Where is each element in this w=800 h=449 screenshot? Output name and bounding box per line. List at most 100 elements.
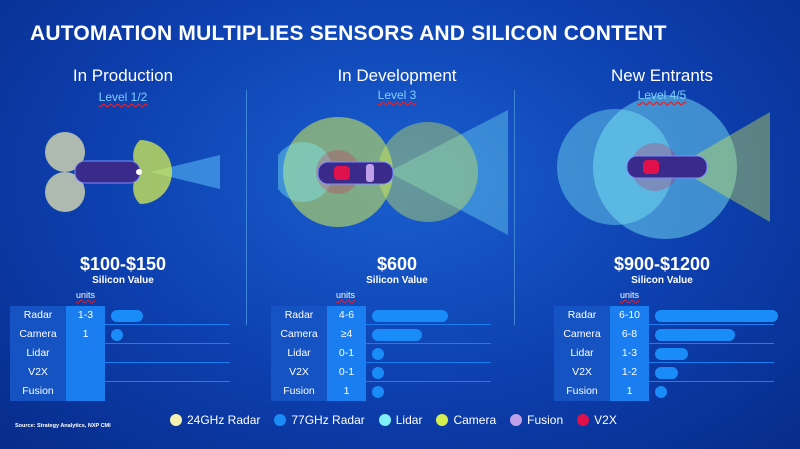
legend-item: Lidar [378, 413, 423, 427]
legend: 24GHz Radar 77GHz Radar Lidar Camera Fusion V… [170, 413, 617, 427]
silicon-value-bar [372, 385, 385, 398]
table-row: V2X [10, 363, 230, 382]
units-value [66, 363, 105, 382]
price-label: $100-$150 [79, 254, 167, 274]
sensor-label: Lidar [10, 344, 66, 363]
page-title: AUTOMATION MULTIPLIES SENSORS AND SILICO… [30, 22, 667, 45]
sensor-label: Fusion [10, 382, 66, 401]
sensor-label: Camera [554, 325, 610, 344]
legend-label: V2X [594, 413, 617, 427]
row-divider [105, 343, 230, 344]
sensor-table: Radar 4-6 Camera ≥4 Lidar 0-1 V2X 0-1 Fu… [271, 306, 491, 401]
units-value: 6-8 [610, 325, 649, 344]
table-row: V2X 1-2 [554, 363, 778, 382]
level-label: Level 1/2 [98, 90, 148, 104]
row-divider [105, 324, 230, 325]
sensor-label: Radar [554, 306, 610, 325]
legend-dot-icon [274, 414, 287, 426]
car-illustration-level-4-5 [557, 95, 770, 239]
legend-item: 24GHz Radar [170, 413, 260, 427]
silicon-value-bar [655, 309, 778, 322]
units-value: 0-1 [327, 363, 366, 382]
silicon-value-bar [655, 366, 679, 379]
column-heading: In Development [337, 66, 457, 85]
units-value: 1-3 [66, 306, 105, 325]
units-value [66, 382, 105, 401]
legend-label: Camera [453, 413, 497, 427]
table-row: Camera 1 [10, 325, 230, 344]
silicon-value-label: Silicon Value [366, 275, 428, 286]
silicon-value-bar [111, 328, 124, 341]
units-value: 6-10 [610, 306, 649, 325]
silicon-value-bar [372, 309, 449, 322]
silicon-value-bar [655, 347, 689, 360]
column-divider [246, 90, 247, 325]
row-divider [649, 324, 774, 325]
sensor-label: Radar [271, 306, 327, 325]
legend-label: 77GHz Radar [291, 413, 365, 427]
units-value: ≥4 [327, 325, 366, 344]
row-divider [649, 362, 774, 363]
row-divider [649, 343, 774, 344]
legend-dot-icon [436, 414, 449, 426]
row-divider [366, 343, 491, 344]
row-divider [366, 362, 491, 363]
table-row: Camera 6-8 [554, 325, 778, 344]
units-value: 1-3 [610, 344, 649, 363]
row-divider [105, 381, 230, 382]
sensor-label: V2X [271, 363, 327, 382]
legend-label: Lidar [395, 413, 423, 427]
table-row: Radar 4-6 [271, 306, 491, 325]
silicon-value-bar [372, 347, 385, 360]
legend-dot-icon [577, 414, 590, 426]
table-row: Radar 1-3 [10, 306, 230, 325]
row-divider [649, 381, 774, 382]
units-label: units [336, 290, 356, 300]
sensor-label: V2X [10, 363, 66, 382]
table-row: Fusion 1 [271, 382, 448, 401]
legend-label: Fusion [527, 413, 564, 427]
column-heading: New Entrants [610, 66, 714, 85]
table-row: Fusion 1 [554, 382, 778, 401]
row-divider [105, 362, 230, 363]
sensor-label: Fusion [271, 382, 327, 401]
units-value: 1-2 [610, 363, 649, 382]
sensor-label: V2X [554, 363, 610, 382]
table-row: Lidar 1-3 [554, 344, 778, 363]
price-label: $900-$1200 [613, 254, 711, 274]
column-divider [514, 90, 515, 325]
sensor-label: Camera [10, 325, 66, 344]
sensor-table: Radar 1-3 Camera 1 Lidar V2X Fusion [10, 306, 230, 401]
sensor-label: Camera [271, 325, 327, 344]
car-illustration-level-3 [278, 110, 508, 235]
level-label: Level 3 [377, 88, 417, 102]
units-label: units [620, 290, 640, 300]
row-divider [366, 324, 491, 325]
level-label: Level 4/5 [637, 88, 687, 102]
silicon-value-label: Silicon Value [92, 275, 154, 286]
legend-item: 77GHz Radar [274, 413, 365, 427]
silicon-value-bar [655, 385, 668, 398]
silicon-value-label: Silicon Value [631, 275, 693, 286]
car-illustration-level-1-2 [45, 132, 220, 212]
units-value: 0-1 [327, 344, 366, 363]
legend-dot-icon [170, 414, 182, 426]
silicon-value-bar [111, 309, 143, 322]
table-row: Camera ≥4 [271, 325, 491, 344]
table-row: Fusion [10, 382, 143, 401]
units-value: 1 [327, 382, 366, 401]
silicon-value-bar [655, 328, 735, 341]
table-row: Radar 6-10 [554, 306, 778, 325]
units-value: 1 [610, 382, 649, 401]
legend-label: 24GHz Radar [187, 413, 261, 427]
sensor-label: Radar [10, 306, 66, 325]
row-divider [366, 381, 491, 382]
sensor-table: Radar 6-10 Camera 6-8 Lidar 1-3 V2X 1-2 … [554, 306, 778, 401]
table-row: V2X 0-1 [271, 363, 491, 382]
sensor-label: Lidar [554, 344, 610, 363]
table-row: Lidar 0-1 [271, 344, 491, 363]
silicon-value-bar [372, 366, 385, 379]
price-label: $600 [376, 254, 418, 274]
column-heading: In Production [72, 66, 174, 85]
units-label: units [76, 290, 96, 300]
